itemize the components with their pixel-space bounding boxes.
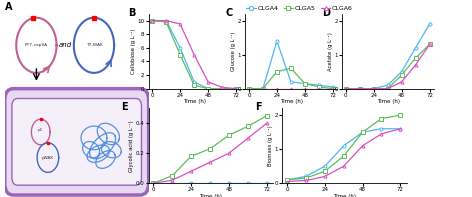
Text: F: F (255, 102, 261, 112)
Y-axis label: Biomass (g L⁻¹): Biomass (g L⁻¹) (268, 125, 273, 166)
X-axis label: Time (h): Time (h) (183, 99, 206, 104)
Text: A: A (5, 2, 12, 12)
Text: pWAK: pWAK (42, 156, 54, 160)
FancyBboxPatch shape (5, 89, 149, 195)
FancyBboxPatch shape (12, 98, 142, 185)
Text: D: D (322, 8, 330, 18)
Y-axis label: Glycolic acid (g L⁻¹): Glycolic acid (g L⁻¹) (129, 120, 135, 172)
Y-axis label: Cellobiose (g L⁻¹): Cellobiose (g L⁻¹) (131, 29, 136, 74)
Text: pC: pC (38, 128, 43, 132)
Text: B: B (128, 8, 136, 18)
X-axis label: Time (h): Time (h) (333, 194, 356, 197)
Text: E: E (121, 102, 128, 112)
Y-axis label: Glucose (g L⁻¹): Glucose (g L⁻¹) (231, 32, 236, 71)
Legend: CLGA4, CLGA5, CLGA6: CLGA4, CLGA5, CLGA6 (244, 3, 355, 14)
X-axis label: Time (h): Time (h) (377, 99, 400, 104)
X-axis label: Time (h): Time (h) (280, 99, 303, 104)
Y-axis label: Acetate (g L⁻¹): Acetate (g L⁻¹) (328, 32, 333, 71)
Text: PT7-cap9A: PT7-cap9A (25, 43, 48, 47)
Text: T7-WAK: T7-WAK (85, 43, 102, 47)
Text: and: and (59, 42, 72, 48)
Text: C: C (225, 8, 232, 18)
X-axis label: Time (h): Time (h) (199, 194, 222, 197)
